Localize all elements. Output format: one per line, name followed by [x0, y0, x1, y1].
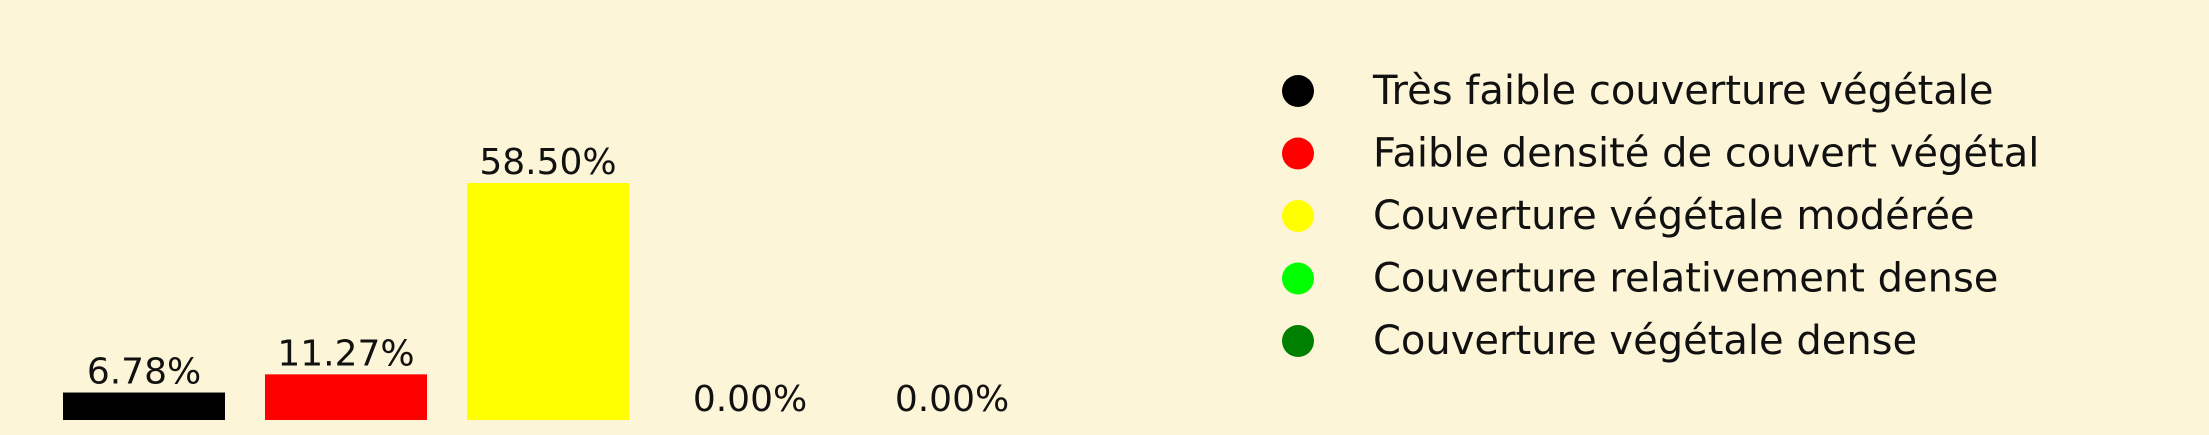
legend-item-1: Très faible couverture végétale	[1282, 68, 1994, 114]
legend-item-5: Couverture végétale dense	[1282, 318, 1917, 364]
legend-label-4: Couverture relativement dense	[1373, 256, 1998, 302]
value-label-4: 0.00%	[693, 379, 807, 420]
legend-label-1: Très faible couverture végétale	[1372, 68, 1994, 114]
legend-item-2: Faible densité de couvert végétal	[1282, 131, 2039, 177]
value-label-2: 11.27%	[277, 333, 414, 374]
bar-3	[467, 183, 629, 420]
legend-label-2: Faible densité de couvert végétal	[1373, 131, 2039, 177]
bars-layer	[63, 183, 629, 420]
legend-label-5: Couverture végétale dense	[1373, 318, 1917, 364]
legend-label-3: Couverture végétale modérée	[1373, 193, 1975, 239]
legend-marker-5	[1282, 325, 1314, 357]
value-labels-layer: 6.78% 11.27% 58.50% 0.00% 0.00%	[87, 142, 1009, 420]
bar-1	[63, 392, 225, 420]
legend: Très faible couverture végétale Faible de…	[1282, 68, 2039, 364]
legend-marker-1	[1282, 75, 1314, 107]
legend-item-4: Couverture relativement dense	[1282, 256, 1998, 302]
legend-marker-4	[1282, 262, 1314, 295]
value-label-5: 0.00%	[895, 379, 1009, 420]
legend-marker-3	[1282, 200, 1314, 232]
value-label-3: 58.50%	[479, 142, 616, 183]
legend-item-3: Couverture végétale modérée	[1282, 193, 1975, 239]
bar-2	[265, 374, 427, 420]
value-label-1: 6.78%	[87, 352, 201, 393]
legend-marker-2	[1282, 137, 1314, 170]
